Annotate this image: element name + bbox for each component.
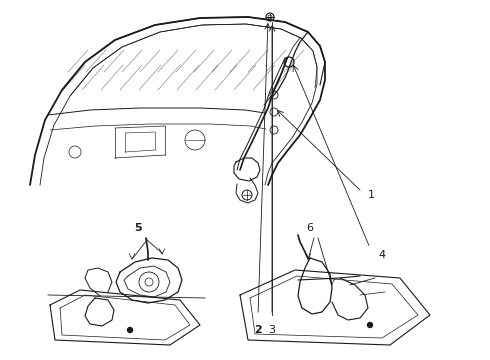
Text: 6: 6 <box>307 223 314 233</box>
Text: 2: 2 <box>254 325 262 335</box>
Text: 1: 1 <box>368 190 375 200</box>
Text: 4: 4 <box>378 250 385 260</box>
Circle shape <box>368 323 372 328</box>
Text: 3: 3 <box>269 325 275 335</box>
Text: 5: 5 <box>134 223 142 233</box>
Circle shape <box>127 328 132 333</box>
